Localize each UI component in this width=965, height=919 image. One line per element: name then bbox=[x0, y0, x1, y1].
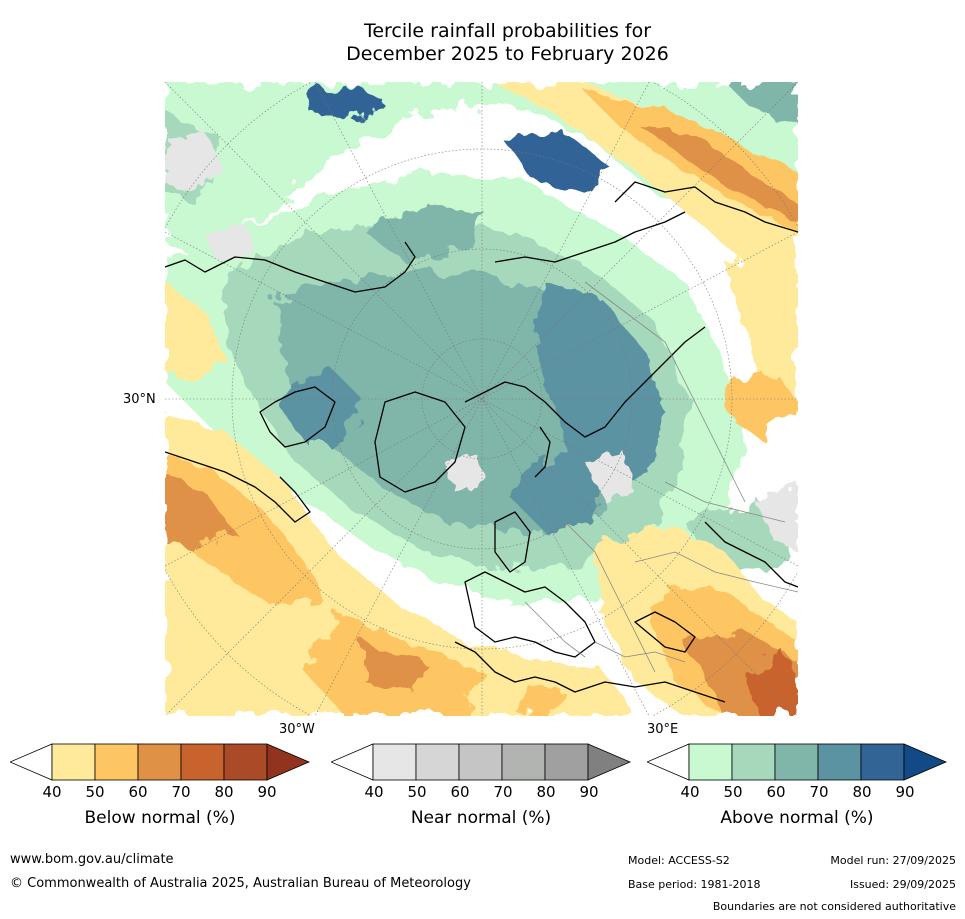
above-tick-5: 90 bbox=[885, 783, 925, 801]
forecast-map bbox=[165, 82, 798, 716]
near-tick-3: 70 bbox=[483, 783, 523, 801]
title-line-2: December 2025 to February 2026 bbox=[0, 43, 965, 66]
boundaries-disclaimer: Boundaries are not considered authoritat… bbox=[713, 900, 956, 913]
below-swatch-3 bbox=[138, 744, 181, 780]
below-tick-5: 90 bbox=[247, 783, 287, 801]
map-title: Tercile rainfall probabilities for Decem… bbox=[0, 20, 965, 66]
below-tick-0: 40 bbox=[32, 783, 72, 801]
below-swatch-2 bbox=[95, 744, 138, 780]
map-svg bbox=[165, 82, 798, 716]
colorbar-below-normal bbox=[10, 743, 310, 785]
near-swatch-2 bbox=[416, 744, 459, 780]
above-tick-1: 50 bbox=[713, 783, 753, 801]
near-swatch-1 bbox=[373, 744, 416, 780]
near-tick-4: 80 bbox=[526, 783, 566, 801]
title-line-1: Tercile rainfall probabilities for bbox=[0, 20, 965, 43]
near-swatch-4 bbox=[502, 744, 545, 780]
below-swatch-5 bbox=[224, 744, 267, 780]
below-tick-4: 80 bbox=[204, 783, 244, 801]
near-swatch-6 bbox=[588, 744, 630, 780]
above-swatch-2 bbox=[732, 744, 775, 780]
below-swatch-4 bbox=[181, 744, 224, 780]
longitude-label-30w: 30°W bbox=[279, 722, 315, 737]
below-normal-title: Below normal (%) bbox=[10, 808, 310, 828]
near-tick-2: 60 bbox=[440, 783, 480, 801]
near-swatch-3 bbox=[459, 744, 502, 780]
colorbar-above-normal bbox=[647, 743, 947, 785]
model-run-info: Model run: 27/09/2025 bbox=[830, 854, 956, 867]
model-info: Model: ACCESS-S2 bbox=[628, 854, 730, 867]
website-link[interactable]: www.bom.gov.au/climate bbox=[10, 852, 174, 867]
above-swatch-5 bbox=[861, 744, 904, 780]
copyright-notice: © Commonwealth of Australia 2025, Austra… bbox=[10, 876, 471, 891]
near-tick-5: 90 bbox=[569, 783, 609, 801]
below-swatch-0 bbox=[10, 744, 52, 780]
above-tick-0: 40 bbox=[670, 783, 710, 801]
base-period-info: Base period: 1981-2018 bbox=[628, 878, 760, 891]
above-swatch-3 bbox=[775, 744, 818, 780]
colorbar-near-normal bbox=[331, 743, 631, 785]
near-tick-0: 40 bbox=[354, 783, 394, 801]
below-tick-2: 60 bbox=[118, 783, 158, 801]
above-tick-4: 80 bbox=[842, 783, 882, 801]
issued-date-info: Issued: 29/09/2025 bbox=[850, 878, 956, 891]
above-swatch-0 bbox=[647, 744, 689, 780]
above-swatch-4 bbox=[818, 744, 861, 780]
above-swatch-6 bbox=[904, 744, 946, 780]
above-tick-3: 70 bbox=[799, 783, 839, 801]
above-tick-2: 60 bbox=[756, 783, 796, 801]
near-normal-title: Near normal (%) bbox=[331, 808, 631, 828]
below-tick-1: 50 bbox=[75, 783, 115, 801]
above-swatch-1 bbox=[689, 744, 732, 780]
below-tick-3: 70 bbox=[161, 783, 201, 801]
near-tick-1: 50 bbox=[397, 783, 437, 801]
near-swatch-0 bbox=[331, 744, 373, 780]
below-swatch-1 bbox=[52, 744, 95, 780]
above-normal-title: Above normal (%) bbox=[647, 808, 947, 828]
below-swatch-6 bbox=[267, 744, 309, 780]
near-swatch-5 bbox=[545, 744, 588, 780]
longitude-label-30e: 30°E bbox=[647, 722, 678, 737]
latitude-label-30n: 30°N bbox=[123, 392, 156, 407]
